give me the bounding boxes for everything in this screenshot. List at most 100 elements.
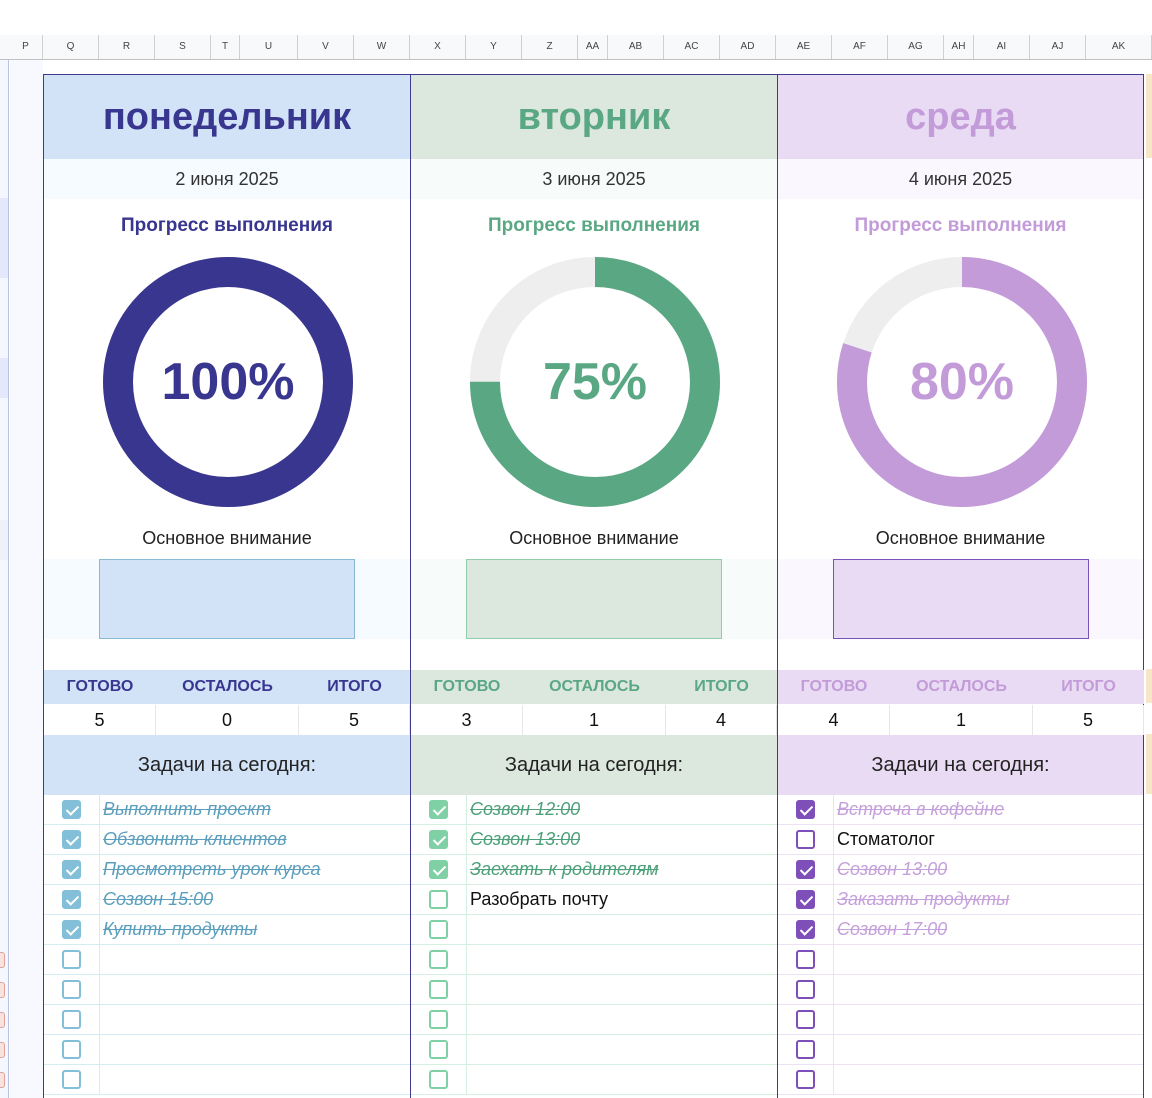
column-header-0[interactable]: P xyxy=(9,35,43,59)
task-text[interactable]: Разобрать почту xyxy=(470,889,609,909)
task-checkbox[interactable] xyxy=(796,1070,815,1089)
focus-input[interactable] xyxy=(99,559,355,639)
task-text[interactable]: Заехать к родителям xyxy=(470,859,659,879)
task-checkbox[interactable] xyxy=(429,920,448,939)
day-date: 2 июня 2025 xyxy=(44,159,410,199)
task-row: Заехать к родителям xyxy=(411,855,777,885)
task-text[interactable]: Стоматолог xyxy=(837,829,935,849)
progress-title: Прогресс выполнения xyxy=(121,215,333,236)
stat-remaining-value[interactable]: 1 xyxy=(523,705,666,735)
column-header-3[interactable]: S xyxy=(155,35,211,59)
column-header-10[interactable]: Z xyxy=(522,35,578,59)
column-header-16[interactable]: AF xyxy=(832,35,888,59)
task-text[interactable]: Заказать продукты xyxy=(837,889,1010,909)
task-checkbox[interactable] xyxy=(62,950,81,969)
task-row: Созвон 12:00 xyxy=(411,795,777,825)
task-checkbox-cell xyxy=(411,1005,467,1034)
task-checkbox[interactable] xyxy=(796,830,815,849)
focus-input[interactable] xyxy=(466,559,722,639)
task-checkbox[interactable] xyxy=(796,890,815,909)
task-checkbox[interactable] xyxy=(796,1040,815,1059)
task-text[interactable]: Созвон 17:00 xyxy=(837,919,948,939)
column-header-7[interactable]: W xyxy=(354,35,410,59)
column-header-17[interactable]: AG xyxy=(888,35,944,59)
task-checkbox[interactable] xyxy=(796,980,815,999)
task-checkbox[interactable] xyxy=(796,860,815,879)
task-checkbox[interactable] xyxy=(796,950,815,969)
task-checkbox-cell xyxy=(778,825,834,854)
column-header-21[interactable]: AK xyxy=(1086,35,1152,59)
task-checkbox[interactable] xyxy=(429,860,448,879)
stat-total-value[interactable]: 4 xyxy=(666,705,777,735)
task-text[interactable]: Просмотреть урок курса xyxy=(103,859,321,879)
task-text[interactable]: Созвон 15:00 xyxy=(103,889,214,909)
column-header-13[interactable]: AC xyxy=(664,35,720,59)
column-header-12[interactable]: AB xyxy=(608,35,664,59)
stat-remaining-label: ОСТАЛОСЬ xyxy=(156,670,299,704)
stat-done-value[interactable]: 5 xyxy=(44,705,156,735)
stat-remaining-value[interactable]: 1 xyxy=(890,705,1033,735)
task-checkbox[interactable] xyxy=(62,1040,81,1059)
column-header-9[interactable]: Y xyxy=(466,35,522,59)
task-checkbox-cell xyxy=(411,825,467,854)
tasks-header: Задачи на сегодня: xyxy=(778,735,1143,795)
task-checkbox[interactable] xyxy=(796,800,815,819)
task-text[interactable]: Купить продукты xyxy=(103,919,258,939)
task-checkbox[interactable] xyxy=(62,830,81,849)
day-name: среда xyxy=(778,75,1143,159)
stat-remaining-value[interactable]: 0 xyxy=(156,705,299,735)
stat-total-value[interactable]: 5 xyxy=(299,705,410,735)
task-row: Обзвонить клиентов xyxy=(44,825,410,855)
task-row xyxy=(44,1035,410,1065)
task-checkbox[interactable] xyxy=(62,860,81,879)
task-checkbox[interactable] xyxy=(429,830,448,849)
task-checkbox[interactable] xyxy=(62,980,81,999)
column-header-20[interactable]: AJ xyxy=(1030,35,1086,59)
task-checkbox[interactable] xyxy=(429,1010,448,1029)
stat-remaining-label: ОСТАЛОСЬ xyxy=(523,670,666,704)
task-checkbox[interactable] xyxy=(429,890,448,909)
task-checkbox[interactable] xyxy=(429,800,448,819)
column-header-1[interactable]: Q xyxy=(43,35,99,59)
stat-total-value[interactable]: 5 xyxy=(1033,705,1144,735)
task-checkbox[interactable] xyxy=(62,920,81,939)
column-header-4[interactable]: T xyxy=(211,35,240,59)
task-checkbox[interactable] xyxy=(796,920,815,939)
focus-label: Основное внимание xyxy=(509,528,679,548)
stat-done-value[interactable]: 4 xyxy=(778,705,890,735)
column-header-8[interactable]: X xyxy=(410,35,466,59)
task-text[interactable]: Созвон 13:00 xyxy=(837,859,948,879)
column-header-bar: P Q R S T U V W X Y Z AA AB AC AD AE AF AG AH AI AJ AK xyxy=(0,35,1152,60)
task-row xyxy=(778,1035,1143,1065)
task-checkbox[interactable] xyxy=(62,890,81,909)
task-checkbox-cell xyxy=(778,1005,834,1034)
column-header-5[interactable]: U xyxy=(240,35,298,59)
task-text[interactable]: Созвон 12:00 xyxy=(470,799,581,819)
focus-input[interactable] xyxy=(833,559,1089,639)
column-header-11[interactable]: AA xyxy=(578,35,608,59)
task-row: Созвон 13:00 xyxy=(778,855,1143,885)
task-checkbox[interactable] xyxy=(429,950,448,969)
task-checkbox[interactable] xyxy=(796,1010,815,1029)
column-header-2[interactable]: R xyxy=(99,35,155,59)
column-header-15[interactable]: AE xyxy=(776,35,832,59)
task-checkbox-cell xyxy=(44,945,100,974)
task-text[interactable]: Встреча в кофейне xyxy=(837,799,1005,819)
column-header-18[interactable]: AH xyxy=(944,35,974,59)
stat-done-value[interactable]: 3 xyxy=(411,705,523,735)
task-text[interactable]: Созвон 13:00 xyxy=(470,829,581,849)
task-checkbox[interactable] xyxy=(62,1010,81,1029)
task-checkbox-cell xyxy=(411,945,467,974)
day-panel: вторник 3 июня 2025 Прогресс выполнения 75%… xyxy=(410,74,777,1098)
task-text[interactable]: Обзвонить клиентов xyxy=(103,829,287,849)
task-checkbox[interactable] xyxy=(62,800,81,819)
task-checkbox[interactable] xyxy=(429,980,448,999)
column-header-19[interactable]: AI xyxy=(974,35,1030,59)
task-checkbox[interactable] xyxy=(429,1070,448,1089)
column-header-6[interactable]: V xyxy=(298,35,354,59)
column-header-14[interactable]: AD xyxy=(720,35,776,59)
task-checkbox-cell xyxy=(778,1035,834,1064)
task-text[interactable]: Выполнить проект xyxy=(103,799,271,819)
task-checkbox[interactable] xyxy=(429,1040,448,1059)
task-checkbox[interactable] xyxy=(62,1070,81,1089)
